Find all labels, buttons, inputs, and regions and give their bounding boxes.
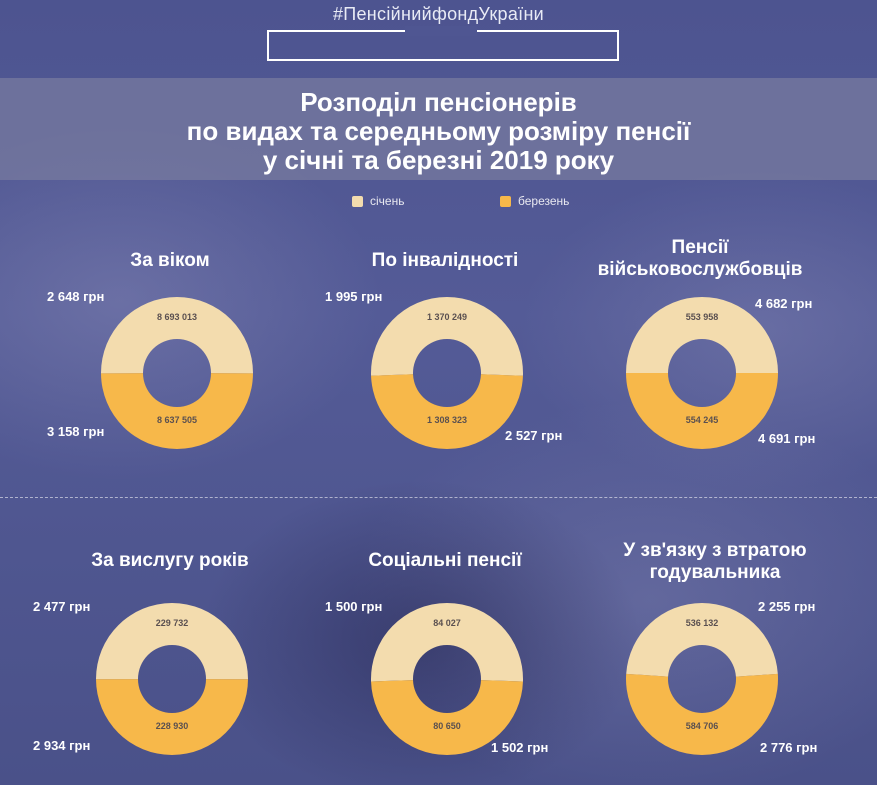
title-line-2: по видах та середньому розміру пенсії — [186, 116, 691, 146]
legend-item-march: березень — [500, 193, 569, 209]
donut-chart-age: 8 693 013 8 637 505 — [101, 297, 254, 450]
section-divider — [0, 497, 877, 498]
slice-value-label: 8 637 505 — [157, 415, 197, 425]
slice-value-label: 8 693 013 — [157, 312, 197, 322]
donut-slice-january — [626, 296, 778, 373]
donut-slice-january — [371, 296, 523, 376]
donut-slice-march — [371, 374, 523, 449]
logo-frame-gap — [405, 26, 477, 36]
amount-label: 2 648 грн — [47, 289, 105, 304]
donut-slice-january — [626, 603, 778, 677]
hashtag: #ПенсійнийфондУкраїни — [332, 4, 545, 24]
donut-slice-march — [96, 679, 248, 756]
slice-value-label: 584 706 — [686, 721, 719, 731]
chart-title-age: За віком — [130, 250, 210, 271]
amount-label: 4 691 грн — [758, 431, 816, 446]
amount-label: 1 995 грн — [325, 289, 383, 304]
donut-slice-march — [626, 673, 778, 755]
chart-title-disability: По інвалідності — [371, 250, 519, 271]
slice-value-label: 229 732 — [156, 618, 189, 628]
legend-label-march: березень — [518, 194, 570, 208]
donut-chart-breadwinner: 536 132 584 706 — [626, 603, 778, 755]
chart-title-military: Пенсії військовослужбовців — [597, 237, 803, 280]
amount-label: 2 776 грн — [760, 740, 818, 755]
chart-title-service: За вислугу років — [91, 550, 249, 571]
slice-value-label: 554 245 — [686, 415, 719, 425]
title-line-1: Розподіл пенсіонерів — [300, 87, 577, 117]
donut-chart-service: 229 732 228 930 — [96, 603, 248, 756]
amount-label: 2 527 грн — [505, 428, 563, 443]
title-line-3: у січні та березні 2019 року — [262, 145, 615, 175]
donut-chart-disability: 1 370 249 1 308 323 — [371, 296, 523, 449]
amount-label: 4 682 грн — [755, 296, 813, 311]
donut-slice-january — [96, 603, 248, 680]
chart-title-breadwinner: У зв'язку з втратою годувальника — [623, 540, 807, 583]
slice-value-label: 536 132 — [686, 618, 719, 628]
slice-value-label: 553 958 — [686, 312, 719, 322]
amount-label: 2 255 грн — [758, 599, 816, 614]
amount-label: 3 158 грн — [47, 424, 105, 439]
amount-label: 2 934 грн — [33, 738, 91, 753]
amount-label: 2 477 грн — [33, 599, 91, 614]
donut-slice-march — [626, 372, 778, 449]
slice-value-label: 1 370 249 — [427, 312, 467, 322]
chart-title-social: Соціальні пенсії — [368, 550, 522, 571]
donut-slice-january — [371, 603, 523, 682]
slice-value-label: 80 650 — [433, 721, 461, 731]
legend-item-january: січень — [352, 193, 404, 209]
slice-value-label: 228 930 — [156, 721, 189, 731]
amount-label: 1 500 грн — [325, 599, 383, 614]
slice-value-label: 1 308 323 — [427, 415, 467, 425]
page-title: Розподіл пенсіонерів по видах та середнь… — [0, 88, 877, 175]
donut-chart-social: 84 027 80 650 — [371, 603, 523, 755]
amount-label: 1 502 грн — [491, 740, 549, 755]
legend-swatch-march — [500, 195, 511, 207]
legend-swatch-january — [352, 195, 363, 207]
donut-slice-march — [371, 680, 523, 755]
donut-slice-march — [101, 373, 253, 450]
title-band — [0, 78, 877, 180]
donut-chart-military: 553 958 554 245 — [626, 296, 778, 449]
donut-slice-january — [101, 297, 254, 374]
slice-value-label: 84 027 — [433, 618, 461, 628]
legend-label-january: січень — [370, 194, 405, 208]
